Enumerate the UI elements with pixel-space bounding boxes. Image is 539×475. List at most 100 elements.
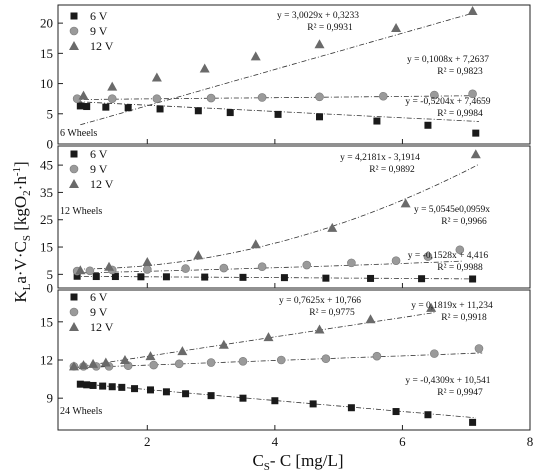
data-point-9v xyxy=(430,90,439,100)
data-point-12v xyxy=(467,6,478,16)
y-tick-label: 45 xyxy=(40,158,53,173)
data-point-6v xyxy=(472,129,480,137)
data-point-6v xyxy=(124,104,132,112)
panel-label: 6 Wheels xyxy=(60,128,97,139)
trendline-9v xyxy=(73,260,464,274)
fit-equation: y = -0,5204x + 7,4659 xyxy=(405,97,490,107)
legend-marker xyxy=(69,307,79,317)
data-point-12v xyxy=(104,261,115,271)
y-tick-label: 15 xyxy=(40,240,53,255)
y-tick-label: 15 xyxy=(40,314,53,329)
data-point-6v xyxy=(239,394,247,402)
y-tick-label: 20 xyxy=(40,16,53,31)
data-point-6v xyxy=(322,274,330,282)
y-tick-label: 10 xyxy=(40,76,53,91)
data-point-6v xyxy=(392,408,400,416)
data-point-12v xyxy=(107,81,118,91)
data-point-9v xyxy=(219,263,229,273)
data-point-6v xyxy=(373,117,381,125)
data-point-6v xyxy=(76,102,84,110)
fit-r2: R² = 0,9966 xyxy=(441,217,487,227)
legend-label: 9 V xyxy=(90,305,108,319)
trendline-9v xyxy=(70,352,483,369)
data-point-9v xyxy=(257,93,267,102)
data-point-6v xyxy=(99,382,107,390)
x-tick-label: 2 xyxy=(144,434,151,449)
fit-r2: R² = 0,9931 xyxy=(307,23,353,33)
data-point-12v xyxy=(68,361,79,371)
y-tick-label: 9 xyxy=(47,391,54,406)
legend-marker xyxy=(69,26,79,36)
data-point-12v xyxy=(314,39,325,49)
data-point-9v xyxy=(85,266,95,276)
data-point-9v xyxy=(206,358,216,367)
data-point-6v xyxy=(309,400,317,408)
data-point-12v xyxy=(78,90,89,100)
data-point-6v xyxy=(76,380,84,388)
data-point-9v xyxy=(372,351,382,361)
legend-marker xyxy=(69,322,79,331)
fit-equation: y = 3,0029x + 0,3233 xyxy=(277,11,359,21)
data-point-6v xyxy=(89,381,97,389)
data-point-12v xyxy=(88,358,99,368)
legend-label: 9 V xyxy=(90,24,108,38)
data-point-6v xyxy=(274,110,282,118)
y-tick-label: 35 xyxy=(40,185,53,200)
data-point-6v xyxy=(347,404,355,412)
trendline-12v xyxy=(70,312,435,369)
fit-r2: R² = 0,9918 xyxy=(441,313,487,323)
data-point-12v xyxy=(75,265,86,275)
trendline-6v xyxy=(73,275,476,280)
data-point-6v xyxy=(83,103,91,111)
data-point-6v xyxy=(83,381,91,389)
data-point-6v xyxy=(469,275,477,283)
data-point-12v xyxy=(327,222,338,232)
data-point-9v xyxy=(107,94,117,103)
trendline-12v xyxy=(80,11,476,126)
x-tick-label: 8 xyxy=(527,434,534,449)
data-point-6v xyxy=(424,411,432,419)
fit-r2: R² = 0,9947 xyxy=(437,388,483,398)
data-point-6v xyxy=(102,103,110,111)
data-point-12v xyxy=(250,239,261,249)
fit-equation: y = 0,1008x + 7,2637 xyxy=(407,55,489,65)
panel-frame xyxy=(57,4,531,145)
data-point-9v xyxy=(347,258,356,268)
fit-r2: R² = 0,9775 xyxy=(309,308,355,318)
data-point-12v xyxy=(78,360,89,370)
data-point-9v xyxy=(321,354,331,364)
fit-equation: y = -0,1528x + 4,416 xyxy=(408,251,489,261)
data-point-6v xyxy=(162,388,170,396)
data-point-9v xyxy=(206,93,216,103)
data-point-12v xyxy=(177,346,188,356)
legend-label: 12 V xyxy=(90,177,114,191)
x-tick-label: 4 xyxy=(272,434,279,449)
data-point-9v xyxy=(474,344,484,353)
data-point-12v xyxy=(218,339,229,349)
y-tick-label: 15 xyxy=(40,46,53,61)
legend-marker xyxy=(70,150,78,158)
data-point-12v xyxy=(365,314,376,324)
data-point-12v xyxy=(193,250,204,260)
data-point-6v xyxy=(73,272,81,280)
fit-equation: y = 0,7625x + 10,766 xyxy=(279,296,361,306)
data-point-9v xyxy=(238,356,248,366)
data-point-6v xyxy=(280,274,288,282)
legend-marker xyxy=(69,179,79,188)
y-tick-label: 25 xyxy=(40,212,53,227)
panel-frame xyxy=(57,145,531,289)
y-axis-label: KLa·V·CS [kgO2·h-1] xyxy=(11,161,33,302)
data-point-6v xyxy=(162,273,170,281)
data-point-9v xyxy=(391,256,401,265)
panel-3: 9 12 15 2 4 6 8 6 V9 V12 V y = -0,4309x + 10,541… xyxy=(40,289,534,449)
data-point-6v xyxy=(108,383,116,391)
data-point-9v xyxy=(468,89,477,99)
trendline-9v xyxy=(73,95,476,100)
data-point-6v xyxy=(137,273,145,281)
legend-label: 12 V xyxy=(90,320,114,334)
data-point-6v xyxy=(239,273,247,281)
fit-equation: y = -0,4309x + 10,541 xyxy=(405,376,490,386)
data-point-9v xyxy=(302,260,312,270)
fit-equation: y = 0,1819x + 11,234 xyxy=(411,301,493,311)
x-tick-label: 6 xyxy=(399,434,406,449)
